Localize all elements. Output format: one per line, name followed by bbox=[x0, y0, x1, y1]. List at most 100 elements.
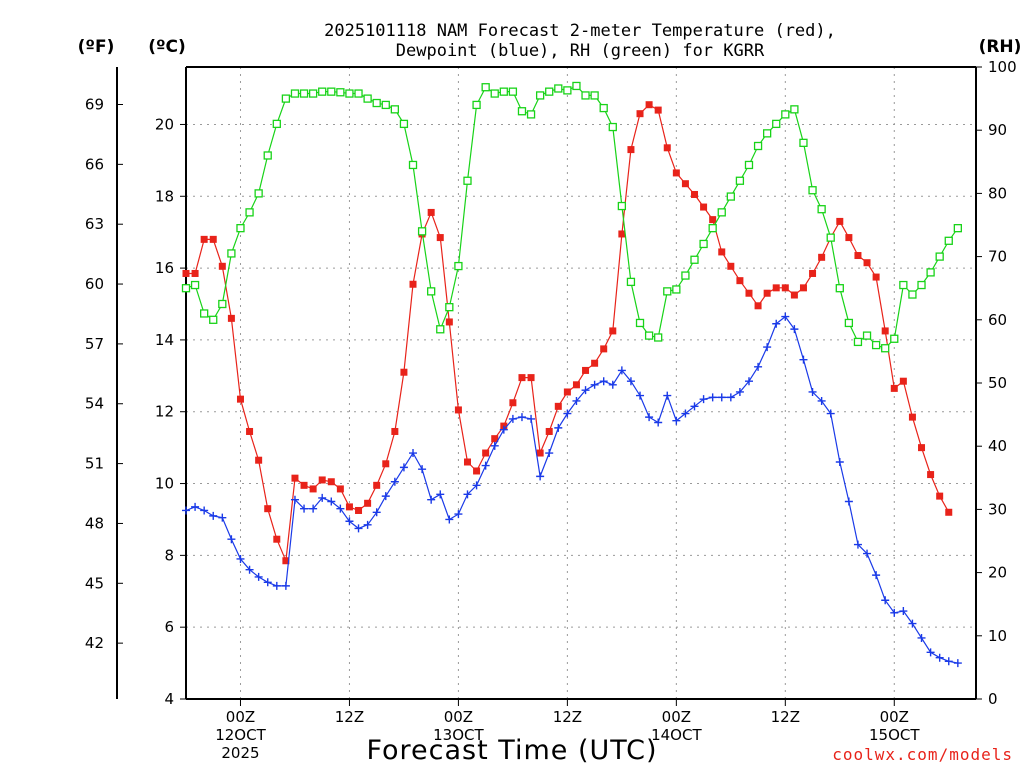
rh-point bbox=[590, 91, 599, 100]
dewpoint-point bbox=[327, 497, 336, 506]
rh-point bbox=[263, 151, 272, 160]
temperature-point bbox=[845, 234, 853, 242]
dewpoint-point bbox=[726, 393, 735, 402]
rh-tick-label: 80 bbox=[988, 184, 1007, 202]
x-tick-label: 15OCT bbox=[869, 726, 920, 744]
temperature-point bbox=[518, 374, 526, 382]
temperature-point bbox=[790, 291, 798, 299]
temperature-point bbox=[727, 262, 735, 270]
rh-tick-label: 0 bbox=[988, 690, 998, 708]
temperature-point bbox=[836, 217, 844, 225]
temperature-point bbox=[264, 505, 272, 513]
dewpoint-point bbox=[545, 449, 554, 458]
temperature-point bbox=[255, 456, 263, 464]
rh-point bbox=[717, 208, 726, 217]
rh-point bbox=[953, 224, 962, 233]
temperature-point bbox=[400, 368, 408, 376]
celsius-tick-label: 8 bbox=[164, 546, 174, 564]
dewpoint-point bbox=[227, 535, 236, 544]
fahrenheit-tick-label: 54 bbox=[85, 395, 104, 413]
rh-point bbox=[672, 285, 681, 294]
rh-point bbox=[762, 129, 772, 138]
temperature-point bbox=[309, 485, 317, 493]
rh-point bbox=[817, 205, 826, 214]
temperature-point bbox=[300, 481, 308, 489]
temperature-point bbox=[600, 345, 608, 353]
temperature-point bbox=[809, 269, 817, 277]
dewpoint-point bbox=[645, 413, 654, 422]
rh-point bbox=[245, 208, 254, 217]
dewpoint-point bbox=[663, 391, 672, 400]
rh-point bbox=[508, 87, 518, 96]
dewpoint-point bbox=[690, 402, 699, 411]
temperature-point bbox=[318, 476, 326, 484]
dewpoint-point bbox=[844, 497, 853, 506]
x-axis-label: Forecast Time (UTC) bbox=[366, 735, 657, 766]
temperature-point bbox=[681, 180, 689, 188]
rh-point bbox=[272, 119, 281, 129]
tick-labels: 4 6 8 10 12 14 16 18 20 42 45 48 51 54 57 60 63 66 69 0 10 20… bbox=[85, 58, 1017, 762]
credit-text: coolwx.com/models bbox=[832, 745, 1013, 764]
dewpoint-point bbox=[445, 515, 454, 524]
rh-point bbox=[944, 236, 953, 245]
x-tick-label: 12OCT bbox=[215, 726, 266, 744]
fahrenheit-tick-label: 51 bbox=[85, 455, 104, 473]
rh-point bbox=[790, 105, 799, 114]
dewpoint-point bbox=[899, 607, 908, 616]
celsius-tick-label: 6 bbox=[164, 618, 174, 636]
fahrenheit-tick-label: 69 bbox=[85, 96, 104, 114]
dewpoint-point bbox=[944, 657, 953, 666]
dewpoint-point bbox=[200, 506, 209, 515]
dewpoint-point bbox=[581, 386, 590, 395]
dewpoint-point bbox=[744, 377, 753, 386]
fahrenheit-tick-label: 57 bbox=[85, 335, 104, 353]
rh-point bbox=[336, 88, 345, 97]
rh-point bbox=[926, 268, 935, 277]
dewpoint-series bbox=[182, 312, 962, 668]
rh-tick-label: 50 bbox=[988, 374, 1007, 392]
temperature-point bbox=[327, 478, 335, 486]
temperature-point bbox=[382, 460, 390, 468]
temperature-point bbox=[763, 289, 771, 297]
dewpoint-point bbox=[281, 581, 290, 590]
rh-point bbox=[454, 261, 463, 271]
celsius-tick-label: 12 bbox=[155, 403, 174, 421]
celsius-unit-label: (ºC) bbox=[148, 37, 186, 57]
rh-point bbox=[517, 107, 527, 116]
temperature-point bbox=[427, 208, 435, 216]
temperature-point bbox=[718, 248, 726, 256]
fahrenheit-unit-label: (ºF) bbox=[78, 37, 115, 57]
temperature-point bbox=[781, 284, 789, 292]
rh-point bbox=[781, 110, 790, 119]
dewpoint-point bbox=[363, 520, 372, 529]
grid-lines bbox=[186, 67, 976, 699]
x-tick-label: 2025 bbox=[221, 744, 259, 762]
celsius-tick-label: 18 bbox=[155, 187, 174, 205]
dewpoint-point bbox=[218, 513, 227, 522]
rh-point bbox=[581, 91, 590, 100]
rh-point bbox=[290, 89, 300, 98]
dewpoint-point bbox=[254, 572, 263, 581]
dewpoint-point bbox=[209, 511, 218, 520]
rh-point bbox=[190, 280, 200, 290]
dewpoint-point bbox=[908, 619, 917, 628]
rh-point bbox=[209, 315, 218, 324]
dewpoint-point bbox=[672, 416, 681, 425]
dewpoint-point bbox=[636, 391, 645, 400]
dewpoint-point bbox=[290, 495, 299, 504]
rh-point bbox=[472, 100, 481, 110]
temperature-point bbox=[863, 259, 871, 267]
x-tick-label: 00Z bbox=[880, 708, 909, 726]
dewpoint-point bbox=[527, 414, 536, 423]
dewpoint-point bbox=[272, 581, 281, 590]
temperature-point bbox=[591, 359, 599, 367]
rh-tick-label: 70 bbox=[988, 248, 1007, 266]
dewpoint-point bbox=[372, 508, 381, 517]
rh-point bbox=[908, 290, 917, 299]
dewpoint-point bbox=[536, 472, 545, 481]
temperature-point bbox=[754, 302, 762, 310]
temperature-point bbox=[563, 388, 571, 396]
dewpoint-point bbox=[427, 495, 436, 504]
temperature-point bbox=[473, 467, 481, 475]
temperature-point bbox=[691, 190, 699, 198]
